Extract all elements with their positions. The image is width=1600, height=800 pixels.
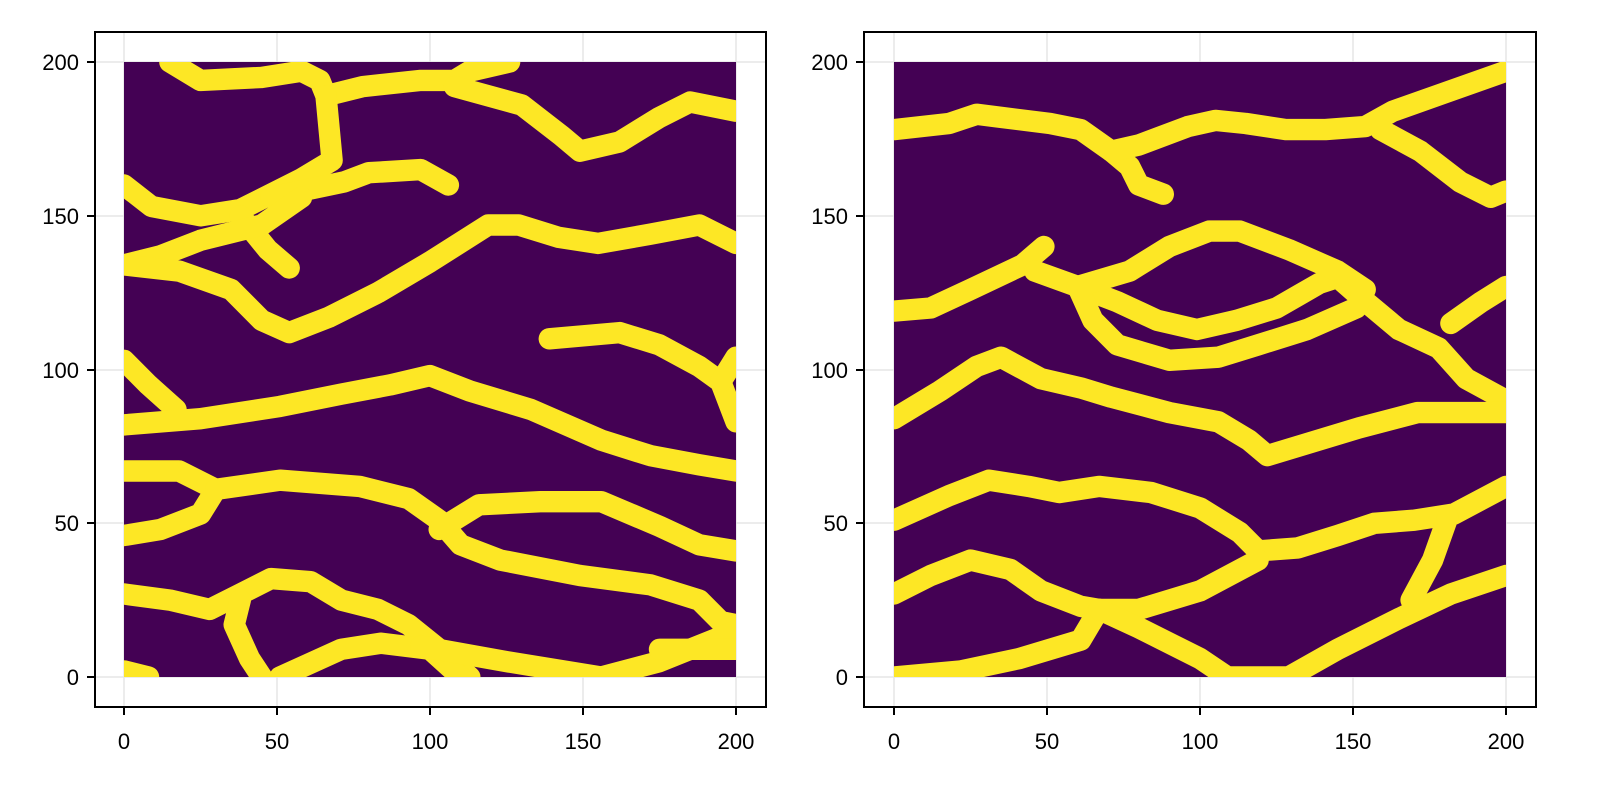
channel: [1088, 564, 1506, 677]
y-tick-label: 200: [811, 50, 848, 75]
x-tick-label: 200: [718, 729, 755, 754]
left-y-tick-labels: 0 50 100 150 200: [42, 50, 79, 690]
channel: [894, 598, 1110, 677]
y-tick-label: 200: [42, 50, 79, 75]
right-ticks: [856, 61, 1507, 715]
channel: [124, 214, 736, 344]
y-tick-label: 150: [811, 204, 848, 229]
channel: [124, 460, 227, 547]
channel: [1369, 118, 1506, 209]
left-panel: 0 50 100 150 200 0 50 100 150 200: [42, 31, 767, 754]
x-tick-label: 100: [412, 729, 449, 754]
channel: [894, 469, 1506, 562]
channel: [1100, 62, 1506, 162]
y-tick-label: 100: [42, 358, 79, 383]
x-tick-label: 50: [1035, 729, 1059, 754]
channel: [1024, 260, 1506, 411]
channel: [428, 491, 736, 562]
x-tick-label: 0: [118, 729, 130, 754]
channel: [1440, 275, 1506, 335]
x-tick-label: 0: [888, 729, 900, 754]
channel: [894, 549, 1269, 621]
y-tick-label: 0: [836, 665, 848, 690]
x-tick-label: 150: [1335, 729, 1372, 754]
y-tick-label: 50: [824, 511, 848, 536]
channel: [223, 589, 273, 677]
channel: [1400, 506, 1459, 611]
right-panel: 0 50 100 150 200 0 50 100 150 200: [811, 31, 1537, 754]
channel: [410, 635, 613, 677]
channel: [1066, 220, 1376, 371]
right-channels: [894, 62, 1506, 677]
channel: [710, 346, 736, 393]
channel: [894, 103, 1175, 205]
channel: [894, 346, 1506, 467]
channel: [124, 349, 187, 421]
left-channels: [124, 62, 736, 677]
y-tick-label: 50: [55, 511, 79, 536]
channel: [124, 567, 481, 677]
channel: [443, 75, 736, 162]
channel: [205, 469, 736, 636]
y-tick-label: 0: [67, 665, 79, 690]
channel: [260, 158, 460, 209]
left-x-tick-labels: 0 50 100 150 200: [118, 729, 754, 754]
x-tick-label: 50: [265, 729, 289, 754]
channel: [124, 660, 160, 677]
right-x-tick-labels: 0 50 100 150 200: [888, 729, 1524, 754]
channel: [124, 364, 736, 482]
y-tick-label: 150: [42, 204, 79, 229]
x-tick-label: 150: [565, 729, 602, 754]
x-tick-label: 100: [1182, 729, 1219, 754]
x-tick-label: 200: [1488, 729, 1525, 754]
right-y-tick-labels: 0 50 100 150 200: [811, 50, 848, 690]
left-ticks: [87, 61, 737, 715]
channel: [894, 235, 1055, 322]
y-tick-label: 100: [811, 358, 848, 383]
